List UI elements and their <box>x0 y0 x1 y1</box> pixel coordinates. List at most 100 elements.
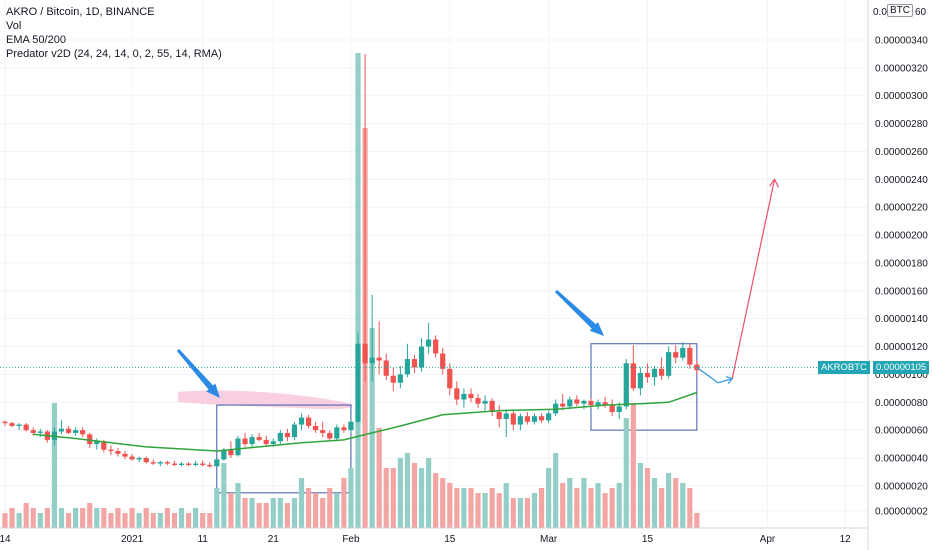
top-tick-partial: 0.0 <box>873 7 887 18</box>
candle-body <box>567 399 573 407</box>
candle-body <box>108 449 114 452</box>
volume-bar <box>185 513 192 528</box>
candle-body <box>588 400 594 406</box>
candle-body <box>355 343 361 422</box>
pointer-arrow-left <box>176 349 220 398</box>
volume-bar <box>637 463 643 528</box>
projection-path-blue <box>696 366 733 384</box>
volume-bar <box>65 513 72 528</box>
candle-body <box>418 346 425 368</box>
volume-bar <box>538 488 545 528</box>
legend-symbol[interactable]: AKRO / Bitcoin, 1D, BINANCE <box>6 6 155 18</box>
candle-body <box>666 352 672 376</box>
legend-vol[interactable]: Vol <box>6 20 22 32</box>
time-tick-label: 12 <box>840 534 852 545</box>
volume-bar <box>404 453 411 528</box>
volume-bar <box>348 468 354 528</box>
legend-ema[interactable]: EMA 50/200 <box>6 34 66 46</box>
volume-bar <box>94 508 100 528</box>
candle-body <box>595 402 601 406</box>
candle-body <box>581 400 587 404</box>
volume-bar <box>334 493 340 528</box>
volume-bar <box>80 508 86 528</box>
candle-body <box>277 432 283 442</box>
candle-body <box>193 463 199 465</box>
candle-body <box>221 449 227 460</box>
price-tick-label: 0.00000340 <box>875 36 928 47</box>
volume-bar <box>256 503 262 528</box>
volume-bar <box>200 513 206 528</box>
volume-bar <box>390 468 396 528</box>
volume-bar <box>560 483 566 528</box>
volume-bar <box>291 498 298 528</box>
volume-bar <box>235 483 241 528</box>
candle-body <box>496 412 502 419</box>
candle-body <box>426 339 432 347</box>
volume-bar <box>376 428 382 528</box>
candlesticks <box>2 53 700 468</box>
candle-body <box>171 463 178 465</box>
legend-predator[interactable]: Predator v2D (24, 24, 14, 0, 2, 55, 14, … <box>6 48 222 60</box>
volume-bar <box>489 488 495 528</box>
volume-bar <box>616 483 622 528</box>
candle-body <box>658 368 665 376</box>
time-tick-label: 11 <box>197 534 208 545</box>
volume-bar <box>482 493 488 528</box>
volume-bar <box>171 513 178 528</box>
candle-body <box>256 437 262 440</box>
time-tick-label: Mar <box>540 534 558 545</box>
currency-badge[interactable]: BTC <box>887 4 913 17</box>
volume-bar <box>517 498 523 528</box>
candle-body <box>150 462 156 464</box>
price-tick-label: 0.00000020 <box>875 481 928 492</box>
candle-body <box>2 421 8 424</box>
volume-bar <box>9 508 15 528</box>
candle-body <box>16 424 22 426</box>
candle-body <box>433 339 439 354</box>
price-tick-label: 0.00000040 <box>875 454 928 465</box>
price-tick-label: 0.00000280 <box>875 119 928 130</box>
time-tick-label: 15 <box>642 534 654 545</box>
price-tick-label: 0.00000140 <box>875 314 928 325</box>
pointer-arrow-right <box>554 289 604 336</box>
price-tick-label: 0.00000120 <box>875 342 928 353</box>
candle-body <box>164 462 170 464</box>
volume-bar <box>270 498 276 528</box>
volume-bar <box>680 483 686 528</box>
price-tick-label: 0.00000260 <box>875 147 928 158</box>
candle-body <box>383 360 389 376</box>
volume-bar <box>108 513 114 528</box>
volume-bar <box>567 478 573 528</box>
volume-bar <box>277 498 283 528</box>
volume-bar <box>221 463 227 528</box>
candle-body <box>249 437 255 445</box>
price-tick-label: 0.00000220 <box>875 203 928 214</box>
volume-bar <box>214 488 220 528</box>
volume-bar <box>284 503 290 528</box>
highlight-marker <box>178 390 353 410</box>
candle-body <box>440 353 446 369</box>
candle-body <box>411 359 418 368</box>
candle-body <box>341 427 347 431</box>
candle-body <box>235 438 241 456</box>
volume-bar <box>658 488 665 528</box>
candle-body <box>404 359 411 375</box>
volume-bar <box>418 468 425 528</box>
candle-body <box>228 449 234 456</box>
volume-bar <box>673 478 679 528</box>
price-tick-label: 0.00000300 <box>875 91 928 102</box>
volume-bar <box>2 513 8 528</box>
volume-bar <box>383 468 389 528</box>
volume-bar <box>30 508 36 528</box>
volume-bar <box>115 508 121 528</box>
volume-bar <box>595 483 601 528</box>
annotation-boxes <box>178 343 698 494</box>
price-tick-label: 0.00000200 <box>875 231 928 242</box>
candle-body <box>673 352 679 358</box>
volume-bar <box>23 503 29 528</box>
volume-bar <box>341 478 347 528</box>
candle-body <box>546 413 552 421</box>
candle-body <box>447 368 453 389</box>
candle-body <box>348 421 354 431</box>
